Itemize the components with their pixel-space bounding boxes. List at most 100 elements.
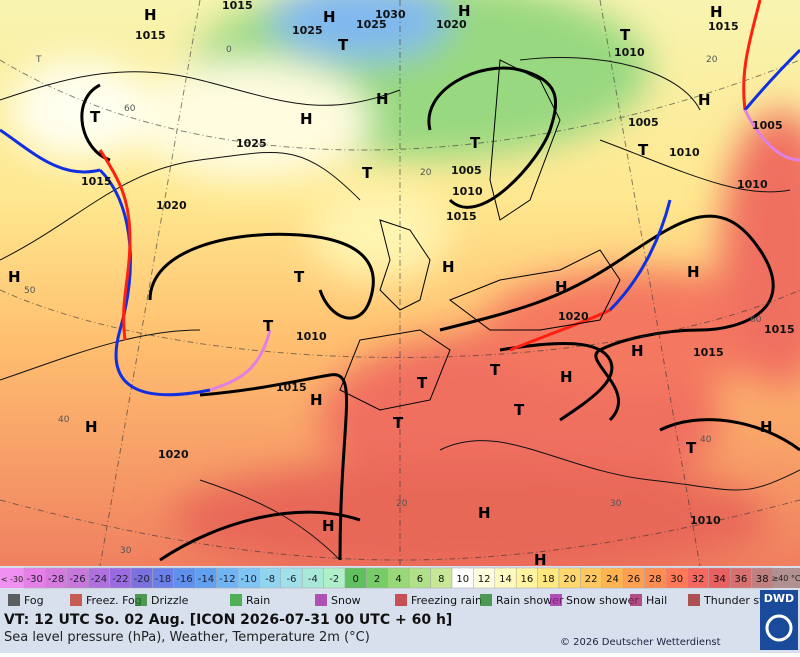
scale-label: 20 [563,574,576,585]
grid-label: 30 [120,546,132,556]
scale-label: -2 [329,574,339,585]
legend-icon [630,594,642,606]
grid-label: 60 [750,315,762,325]
low-pressure: T [417,374,428,392]
grid-label: 60 [124,104,136,114]
scale-label: -18 [155,574,171,585]
isobar-label: 1015 [708,20,739,33]
thunder-low: H [144,6,157,24]
isobar-label: 1015 [764,323,795,336]
scale-label: -16 [176,574,192,585]
isobar-label: 1010 [737,178,768,191]
legend-icon [230,594,242,606]
scale-label: -10 [241,574,257,585]
low-pressure: T [686,439,697,457]
high-pressure: H [698,91,711,109]
low-pressure: T [470,134,481,152]
low-pressure: T [90,108,101,126]
high-pressure: H [322,517,335,535]
legend-label: Snow shower [566,594,639,607]
high-pressure: H [534,551,547,569]
scale-label: 26 [628,574,641,585]
scale-label: -4 [308,574,318,585]
map-labels: 1015 1015 1025 1030 1025 1020 1015 1010 … [8,0,795,569]
scale-label: 18 [542,574,555,585]
low-pressure: T [638,141,649,159]
high-pressure: H [687,263,700,281]
copyright: © 2026 Deutscher Wetterdienst [560,637,721,648]
legend-label: Fog [24,594,44,607]
grid-label: 40 [700,435,712,445]
scale-label: 4 [395,574,401,585]
high-pressure: H [555,278,568,296]
grid-label: 20 [420,168,432,178]
low-pressure: T [338,36,349,54]
isobar-label: 1015 [446,210,477,223]
valid-time: VT: 12 UTC So. 02 Aug. [ICON 2026-07-31 … [4,612,452,628]
legend-label: Drizzle [151,594,189,607]
legend-icon [315,594,327,606]
high-pressure: H [631,342,644,360]
isobar-label: 1010 [669,146,700,159]
scale-label: -6 [287,574,297,585]
legend-icon [688,594,700,606]
scale-label: 8 [438,574,444,585]
scale-low-cell [0,568,24,588]
isobar-label: 1015 [276,381,307,394]
scale-label: 16 [521,574,534,585]
scale-label: 12 [478,574,491,585]
scale-label: 0 [353,574,359,585]
grid-label: 0 [226,45,232,55]
logo-icon [765,614,793,642]
scale-label: 24 [606,574,619,585]
high-pressure: H [560,368,573,386]
legend-label: Freezing rain [411,594,482,607]
scale-label: 30 [670,574,683,585]
legend-label: Freez. Fog [86,594,142,607]
high-pressure: H [760,418,773,436]
low-pressure: T [490,361,501,379]
scale-label: 32 [692,574,705,585]
low-pressure: T [393,414,404,432]
grid-label: 50 [24,286,36,296]
high-pressure: H [8,268,21,286]
high-pressure: H [710,3,723,21]
isobar-label: 1015 [135,29,166,42]
scale-label: -22 [112,574,128,585]
high-pressure: H [376,90,389,108]
isobar-label: 1015 [81,175,112,188]
grid-label: 40 [58,415,70,425]
low-pressure: T [514,401,525,419]
high-pressure: H [310,391,323,409]
legend-icon [395,594,407,606]
scale-label: -12 [219,574,235,585]
legend-icon [135,594,147,606]
high-pressure: H [458,2,471,20]
isobar-label: 1025 [356,18,387,31]
grid-label: T [35,55,42,65]
scale-label: -28 [48,574,64,585]
scale-low-label: < -30 [1,575,23,584]
legend-icon [70,594,82,606]
scale-label: -26 [69,574,85,585]
scale-label: -20 [134,574,150,585]
scale-label: 6 [417,574,423,585]
low-pressure: T [362,164,373,182]
high-pressure: H [442,258,455,276]
low-pressure: T [263,317,274,335]
isobar-label: 1005 [451,164,482,177]
legend-icon [480,594,492,606]
isobar-label: 1025 [292,24,323,37]
isobar-label: 1015 [222,0,253,12]
high-pressure: H [85,418,98,436]
description: Sea level pressure (hPa), Weather, Tempe… [4,630,370,645]
isobar-label: 1005 [628,116,659,129]
scale-label: 38 [756,574,769,585]
legend-label: Rain shower [496,594,564,607]
isobar-label: 1010 [296,330,327,343]
high-pressure: H [300,110,313,128]
high-pressure: H [478,504,491,522]
isobar-label: 1020 [156,199,187,212]
scale-label: 22 [585,574,598,585]
isobar-label: 1020 [558,310,589,323]
